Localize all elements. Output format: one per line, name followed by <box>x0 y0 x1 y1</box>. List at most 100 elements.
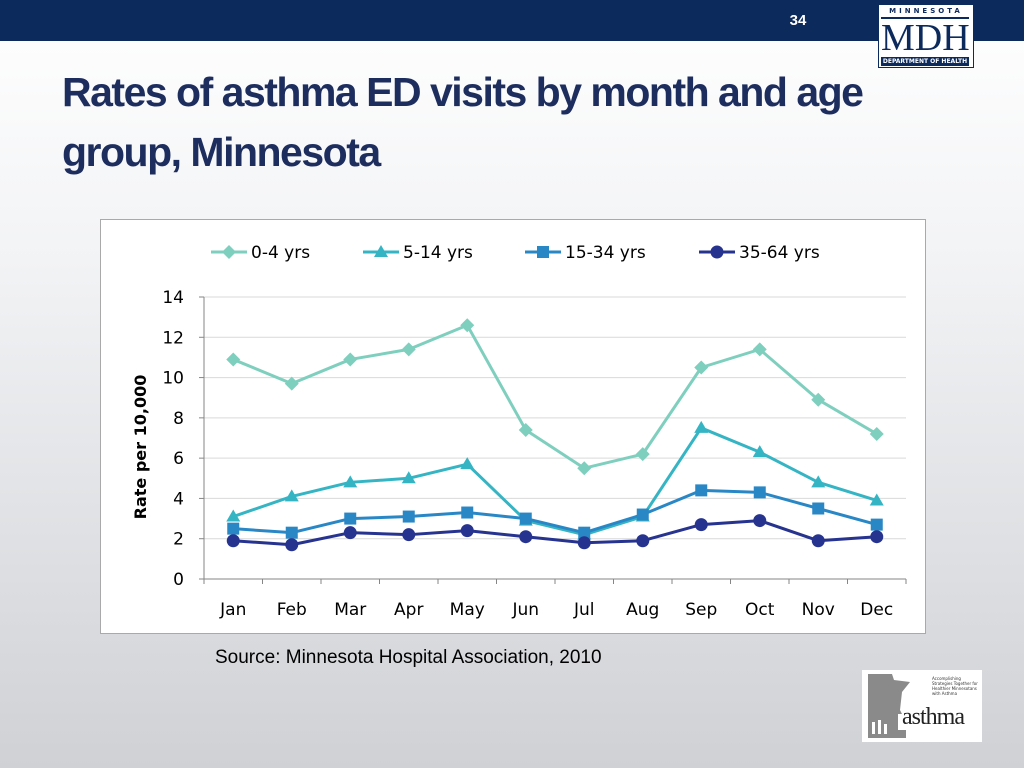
y-tick-label: 8 <box>173 409 184 429</box>
data-point <box>226 534 240 548</box>
legend: 0-4 yrs 5-14 yrs 15-34 yrs 35-64 yrs <box>211 243 820 263</box>
legend-label: 35-64 yrs <box>739 243 820 263</box>
series-lines <box>226 318 884 552</box>
legend-label: 0-4 yrs <box>251 243 310 263</box>
data-point <box>343 526 357 540</box>
data-point <box>518 422 533 437</box>
slide-title: Rates of asthma ED visits by month and a… <box>62 69 864 175</box>
data-point <box>460 318 475 333</box>
legend-swatch-marker <box>710 245 724 259</box>
data-point <box>401 342 416 357</box>
data-point <box>284 489 299 502</box>
series-35-64-yrs <box>226 514 884 552</box>
y-tick-label: 2 <box>173 530 184 550</box>
data-point <box>577 461 592 476</box>
series-line <box>232 426 878 537</box>
data-point <box>694 360 709 375</box>
y-axis-title: Rate per 10,000 <box>131 375 150 520</box>
data-point <box>402 510 415 523</box>
data-point <box>870 530 884 544</box>
data-point <box>694 518 708 532</box>
legend-item: 15-34 yrs <box>525 243 646 263</box>
legend-item: 35-64 yrs <box>699 243 820 263</box>
x-tick-label: Jul <box>573 600 595 620</box>
series-line <box>232 323 878 470</box>
data-point <box>752 342 767 357</box>
data-point <box>870 518 883 531</box>
series-line <box>233 519 877 547</box>
x-tick-label: Feb <box>277 600 307 620</box>
data-point <box>344 512 357 525</box>
data-point <box>577 536 591 550</box>
data-point <box>227 522 240 535</box>
data-point <box>695 484 708 497</box>
mdh-logo-state-text: MINNESOTA <box>889 7 963 15</box>
x-tick-label: Aug <box>626 600 659 620</box>
data-point <box>636 508 649 521</box>
y-tick-label: 14 <box>162 288 184 308</box>
series-line <box>233 488 878 535</box>
legend-swatch-marker <box>222 245 236 259</box>
data-point <box>284 376 299 391</box>
data-point <box>811 534 825 548</box>
data-point <box>635 447 650 462</box>
data-point <box>226 352 241 367</box>
data-point <box>578 526 591 539</box>
series-15-34-yrs <box>227 484 883 539</box>
series-5-14-yrs <box>226 420 884 540</box>
legend-item: 5-14 yrs <box>363 243 473 263</box>
asthma-logo-tagline: Accomplishing Strategies Together for He… <box>932 676 978 696</box>
x-tick-label: Nov <box>802 600 835 620</box>
y-tick-label: 10 <box>162 369 184 389</box>
data-point <box>752 445 767 458</box>
chart-container: 0 2 4 6 8 10 12 14 Jan Feb Mar Apr May Jun Jul Aug Sep Oc… <box>100 219 926 634</box>
x-tick-label: Jun <box>511 600 539 620</box>
legend-swatch-marker <box>374 245 388 257</box>
data-point <box>461 506 474 519</box>
data-point <box>460 524 474 538</box>
series-0-4-yrs <box>226 318 884 476</box>
x-tick-label: Jan <box>219 600 246 620</box>
axes: 0 2 4 6 8 10 12 14 Jan Feb Mar Apr May Jun Jul Aug Sep Oc… <box>162 288 907 620</box>
data-point <box>343 352 358 367</box>
data-point <box>460 457 475 470</box>
x-tick-label: Dec <box>860 600 893 620</box>
data-point <box>519 512 532 525</box>
data-point <box>636 534 650 548</box>
y-tick-label: 12 <box>162 328 184 348</box>
source-note: Source: Minnesota Hospital Association, … <box>215 647 602 668</box>
y-tick-label: 4 <box>173 489 184 509</box>
data-point <box>285 526 298 539</box>
asthma-logo-word: asthma <box>902 704 965 730</box>
line-chart: 0 2 4 6 8 10 12 14 Jan Feb Mar Apr May Jun Jul Aug Sep Oc… <box>131 243 907 620</box>
asthma-logo: asthma Accomplishing Strategies Together… <box>862 670 982 742</box>
data-point <box>402 528 416 542</box>
x-tick-label: May <box>450 600 485 620</box>
slide-number: 34 <box>789 12 807 29</box>
data-point <box>343 475 358 488</box>
y-tick-label: 0 <box>173 570 184 590</box>
minnesota-map-icon <box>868 674 978 738</box>
data-point <box>519 530 533 544</box>
data-point <box>753 486 766 499</box>
data-point <box>285 538 299 552</box>
x-tick-label: Sep <box>685 600 717 620</box>
data-point <box>812 502 825 515</box>
x-tick-label: Mar <box>334 600 366 620</box>
mdh-logo-abbr: MDH <box>881 17 970 59</box>
legend-label: 15-34 yrs <box>565 243 646 263</box>
data-point <box>811 475 826 488</box>
y-tick-label: 6 <box>173 449 184 469</box>
data-point <box>869 493 884 506</box>
data-point <box>869 426 884 441</box>
top-bar <box>0 0 1024 41</box>
mdh-logo: MINNESOTA MDH DEPARTMENT OF HEALTH <box>878 4 974 68</box>
x-tick-label: Oct <box>745 600 775 620</box>
legend-label: 5-14 yrs <box>403 243 473 263</box>
data-point <box>401 471 416 484</box>
mdh-logo-dept-text: DEPARTMENT OF HEALTH <box>881 57 969 66</box>
legend-item: 0-4 yrs <box>211 243 310 263</box>
data-point <box>811 392 826 407</box>
data-point <box>226 509 241 522</box>
data-point <box>753 514 767 528</box>
